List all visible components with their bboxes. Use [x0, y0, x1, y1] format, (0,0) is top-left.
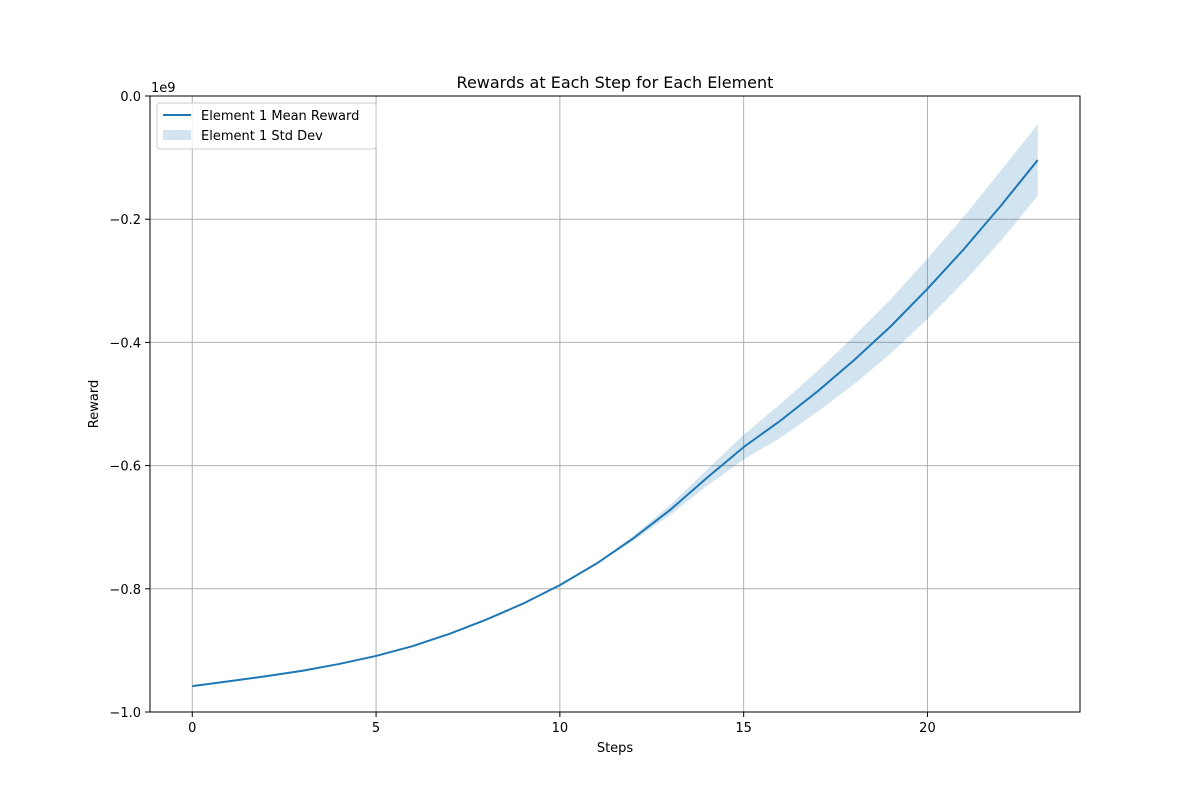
mean-reward-point	[596, 563, 598, 565]
mean-reward-point	[743, 446, 745, 448]
mean-reward-point	[963, 248, 965, 250]
legend-band-swatch	[163, 130, 191, 140]
x-axis-ticks: 0 5 10 15 20	[188, 712, 936, 736]
plot-area-background	[150, 96, 1080, 712]
mean-reward-point	[669, 509, 671, 511]
x-tick-label: 15	[735, 721, 752, 736]
mean-reward-point	[191, 685, 193, 687]
mean-reward-point	[228, 680, 230, 682]
y-tick-label: 0.0	[120, 90, 141, 105]
legend-label-std: Element 1 Std Dev	[201, 129, 323, 144]
mean-reward-point	[926, 288, 928, 290]
x-tick-label: 0	[188, 721, 196, 736]
y-axis-ticks: 0.0 −0.2 −0.4 −0.6 −0.8 −1.0	[109, 90, 150, 721]
y-tick-label: −1.0	[109, 706, 141, 721]
mean-reward-point	[779, 420, 781, 422]
mean-reward-point	[632, 537, 634, 539]
mean-reward-point	[302, 670, 304, 672]
y-tick-label: −0.2	[109, 213, 141, 228]
mean-reward-point	[816, 391, 818, 393]
mean-reward-point	[338, 663, 340, 665]
mean-reward-point	[853, 359, 855, 361]
mean-reward-point	[1037, 159, 1039, 161]
y-tick-label: −0.6	[109, 460, 141, 475]
y-offset-label: 1e9	[151, 81, 176, 96]
legend-box	[156, 102, 377, 150]
y-tick-label: −0.4	[109, 336, 141, 351]
chart-title: Rewards at Each Step for Each Element	[457, 73, 774, 92]
y-axis-label: Reward	[87, 380, 102, 428]
mean-reward-point	[449, 633, 451, 635]
mean-reward-point	[375, 655, 377, 657]
legend-label-mean: Element 1 Mean Reward	[201, 109, 359, 124]
mean-reward-point	[412, 645, 414, 647]
x-tick-label: 20	[919, 721, 936, 736]
mean-reward-point	[485, 619, 487, 621]
x-axis-label: Steps	[597, 741, 634, 756]
x-tick-label: 5	[372, 721, 380, 736]
mean-reward-point	[265, 675, 267, 677]
y-tick-label: −0.8	[109, 583, 141, 598]
mean-reward-line-layer	[191, 159, 1039, 688]
mean-reward-point	[706, 477, 708, 479]
x-tick-label: 10	[552, 721, 569, 736]
mean-reward-point	[1000, 205, 1002, 207]
mean-reward-point	[559, 584, 561, 586]
legend: Element 1 Mean Reward Element 1 Std Dev	[156, 102, 377, 150]
mean-reward-point	[890, 325, 892, 327]
mean-reward-line	[192, 159, 1039, 688]
plot-frame	[149, 95, 1081, 713]
mean-reward-point	[522, 603, 524, 605]
